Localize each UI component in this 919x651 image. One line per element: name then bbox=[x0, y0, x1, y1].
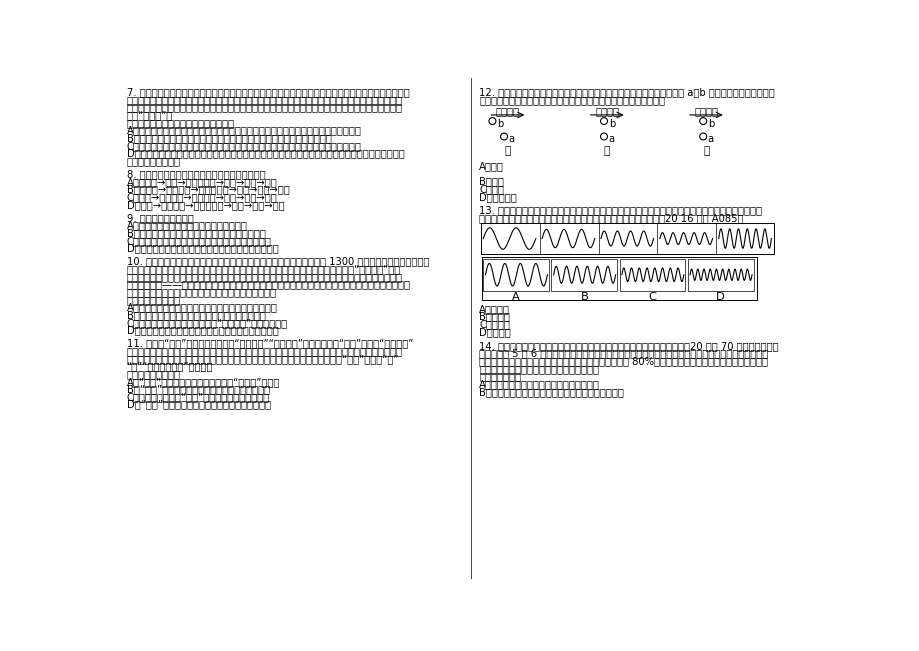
Text: B、图乙: B、图乙 bbox=[479, 176, 504, 186]
Text: A、唐卡可以给大家提供一种惬意轻松的了解西藏的方式: A、唐卡可以给大家提供一种惬意轻松的了解西藏的方式 bbox=[127, 303, 278, 312]
Text: B、如图示: B、如图示 bbox=[479, 312, 509, 322]
Text: a: a bbox=[707, 134, 713, 144]
Text: 看来，它在空中的相对位置如下图中的甲、乙、丙所示，则正确的是：: 看来，它在空中的相对位置如下图中的甲、乙、丙所示，则正确的是： bbox=[479, 95, 664, 105]
Text: 14. 美国研究人员分析了南极半岛和邻近的斯科舎海地区的实地数据后发现，20 世纪 70 年代以来，当地: 14. 美国研究人员分析了南极半岛和邻近的斯科舎海地区的实地数据后发现，20 世… bbox=[479, 340, 778, 351]
Text: 甲: 甲 bbox=[505, 146, 511, 156]
Text: C、红海→阿拉伯海→孟加拉湾→南海→东海→黄海: C、红海→阿拉伯海→孟加拉湾→南海→东海→黄海 bbox=[127, 192, 277, 202]
Text: A、如图示: A、如图示 bbox=[479, 304, 509, 314]
Text: C、图丙: C、图丙 bbox=[479, 184, 504, 194]
Text: C、如图示: C、如图示 bbox=[479, 319, 509, 329]
Text: 所释放的碳。与此同时，在森林环境中，树木生长相对较快，蔽发掉大量会形成云的水分，从而使气候冷: 所释放的碳。与此同时，在森林环境中，树木生长相对较快，蔽发掉大量会形成云的水分，… bbox=[127, 95, 403, 105]
Text: D、停电的夜晚发现煮气泄漏后，点燃蜡烛查找泄漏原因: D、停电的夜晚发现煮气泄漏后，点燃蜡烛查找泄漏原因 bbox=[127, 243, 278, 253]
Text: 气候“冷却器”。: 气候“冷却器”。 bbox=[127, 110, 173, 120]
Text: a: a bbox=[608, 134, 614, 144]
Text: 车行方向: 车行方向 bbox=[595, 105, 618, 116]
Text: 的阿德利企鹅和帽带企鹅的数量也急剧减少。: 的阿德利企鹅和帽带企鹅的数量也急剧减少。 bbox=[479, 364, 598, 374]
Text: 11. 传统的“穿越”，对象是空间，如“穿越边境”“穿越沙漠”；现在大多的“穿越”，则是“穿越时空”: 11. 传统的“穿越”，对象是空间，如“穿越边境”“穿越沙漠”；现在大多的“穿越… bbox=[127, 339, 413, 348]
Text: B、电路保险丝（片）燕断，用铜线代替以保护电器: B、电路保险丝（片）燕断，用铜线代替以保护电器 bbox=[127, 229, 266, 238]
Text: “乱”“令人莫名其妙”等意思。: “乱”“令人莫名其妙”等意思。 bbox=[127, 361, 213, 371]
Bar bbox=[482, 258, 549, 291]
Text: 该段内容主要说明：: 该段内容主要说明： bbox=[127, 369, 180, 379]
Text: 物会不断地往来于不同的时空。这种时空的乱容易造成受众的费解或误解，于是，“穿越”又有了“玄”: 物会不断地往来于不同的时空。这种时空的乱容易造成受众的费解或误解，于是，“穿越”… bbox=[127, 353, 399, 364]
Text: A: A bbox=[512, 292, 519, 303]
Text: A、图甲: A、图甲 bbox=[479, 161, 504, 171]
Text: b: b bbox=[496, 118, 503, 129]
Text: C: C bbox=[648, 292, 655, 303]
Text: C、在山区或干燥地区，森林会降低地球的表面反射率，让地球反射回太空的入射光减少: C、在山区或干燥地区，森林会降低地球的表面反射率，让地球反射回太空的入射光减少 bbox=[127, 141, 361, 151]
Bar bbox=[481, 257, 756, 300]
Bar bbox=[687, 258, 753, 291]
Text: b: b bbox=[608, 118, 614, 129]
Text: 以，要想了解西藏的历史，除了正襟危坐地阅读严谨但略显呶板的大部头史书外，你还可以选择一种惬意: 以，要想了解西藏的历史，除了正襟危坐地阅读严谨但略显呶板的大部头史书外，你还可以… bbox=[127, 272, 403, 282]
Text: 却。这就意味着森林具有降温作用，还吸收了更多的导致全球变暖的二氧化碳，所以说森林是显而易见的: 却。这就意味着森林具有降温作用，还吸收了更多的导致全球变暖的二氧化碳，所以说森林… bbox=[127, 103, 403, 113]
Text: B、气温上升造成了南极海洋哺乳动物捕食的竞争加剧: B、气温上升造成了南极海洋哺乳动物捕食的竞争加剧 bbox=[479, 387, 623, 396]
Text: A、油锅起火立即用水扑灭，并迅速息灭炉火: A、油锅起火立即用水扑灭，并迅速息灭炉火 bbox=[127, 221, 247, 230]
Text: 12. 一列火车在平直的轨道上做匀速直线运动，从车厢顶部某一点先后落下 a、b 两个小球，站在路旁的人: 12. 一列火车在平直的轨道上做匀速直线运动，从车厢顶部某一点先后落下 a、b … bbox=[479, 87, 774, 98]
Text: 车行方向: 车行方向 bbox=[694, 105, 718, 116]
Bar bbox=[618, 258, 685, 291]
Text: 文化瑬宝。它的题材除了宗教外，还有很多历史和民俗内容，因此又被称为了解西藏的“百科全书”。所: 文化瑬宝。它的题材除了宗教外，还有很多历史和民俗内容，因此又被称为了解西藏的“百… bbox=[127, 264, 401, 274]
Text: D、“穿越”作品中的人物可以自由地往来于各个时空: D、“穿越”作品中的人物可以自由地往来于各个时空 bbox=[127, 400, 270, 409]
Text: 乙: 乙 bbox=[603, 146, 609, 156]
Text: 7. 全球范围内的森林是一个巨大的碳汇，它们通过光合作用和林木生产所吸收的碳多于其通过呼吸和腐烂: 7. 全球范围内的森林是一个巨大的碳汇，它们通过光合作用和林木生产所吸收的碳多于… bbox=[127, 87, 409, 98]
Text: C、因时空的错乱，“穿越”作品容易给受众造成误读: C、因时空的错乱，“穿越”作品容易给受众造成误读 bbox=[127, 392, 269, 402]
Text: 个图，从中选出唯一的一项作为保持左边五个图规律性的第六个图：　20 16 江苏 A085】: 个图，从中选出唯一的一项作为保持左边五个图规律性的第六个图： 20 16 江苏 … bbox=[479, 213, 743, 223]
Text: B、高纬度的北方森林会产生菇塔，菇塔形成气溶胶后会阻挡阳光，形成云粒: B、高纬度的北方森林会产生菇塔，菇塔形成气溶胶后会阻挡阳光，形成云粒 bbox=[127, 133, 331, 143]
Text: D、唐卡是极富藏族文化特色且历史悠久的一种绘画形式: D、唐卡是极富藏族文化特色且历史悠久的一种绘画形式 bbox=[127, 326, 278, 335]
Text: 这段文字意在说明：: 这段文字意在说明： bbox=[127, 295, 180, 305]
Text: 以下哪项如果为真，没有质疑上述观点：: 以下哪项如果为真，没有质疑上述观点： bbox=[127, 118, 234, 128]
Text: 丙: 丙 bbox=[702, 146, 709, 156]
Text: A、“穿越”一词被赋予了新含义，有了“玄、乱”等意思: A、“穿越”一词被赋予了新含义，有了“玄、乱”等意思 bbox=[127, 377, 279, 387]
Text: C、唐卡是了解西藏文化和历史的“百科全书”式的绘画形式: C、唐卡是了解西藏文化和历史的“百科全书”式的绘画形式 bbox=[127, 318, 288, 327]
Text: 形成强大的升温作用: 形成强大的升温作用 bbox=[127, 156, 180, 166]
Text: D、红海→孟加拉湾→马六甲海峡→南海→黄海→东海: D、红海→孟加拉湾→马六甲海峡→南海→黄海→东海 bbox=[127, 200, 284, 210]
Text: A、近十几年，一些地区不断增加林木植被，扩大森林覆盖率，但当地气候变暖并未改善: A、近十几年，一些地区不断增加林木植被，扩大森林覆盖率，但当地气候变暖并未改善 bbox=[127, 126, 361, 135]
Text: 8. 一艾油轮自科威特港驶往大连，其最短航线为：: 8. 一艾油轮自科威特港驶往大连，其最短航线为： bbox=[127, 169, 265, 179]
Text: A、气温上升对南极地域生态环境的破坏极大: A、气温上升对南极地域生态环境的破坏极大 bbox=[479, 379, 599, 389]
Text: A、波斯湾→红海→马六甲海峡→南海→黄海→东海: A、波斯湾→红海→马六甲海峡→南海→黄海→东海 bbox=[127, 177, 277, 187]
Text: 由此可以推论：: 由此可以推论： bbox=[479, 371, 521, 381]
Text: 车行方向: 车行方向 bbox=[495, 105, 519, 116]
Text: 和愉悦的方式——欣赏唐卡，与众多的古人对话，想象曾经的历史事件，体味藏人丰富的精神世界，了解: 和愉悦的方式——欣赏唐卡，与众多的古人对话，想象曾经的历史事件，体味藏人丰富的精… bbox=[127, 279, 410, 290]
Text: 10. 唐卡是极富藏族文化特色的一种绘画形式，自吐蕃王朝兴起至今已有 1300 多年的历史，是雪域高原的: 10. 唐卡是极富藏族文化特色的一种绘画形式，自吐蕃王朝兴起至今已有 1300 … bbox=[127, 256, 428, 266]
Text: 气温上升了 5 至 6 摄氏度，并且来自其他海域的哺乳动物增多导致极地哺乳动物捕食竞争加剧。因此，在: 气温上升了 5 至 6 摄氏度，并且来自其他海域的哺乳动物增多导致极地哺乳动物捕… bbox=[479, 348, 767, 359]
Text: 上述地区作为哺乳动物主要食物来源的磷虾的密度降低了 80%。而同一时期，生活在该地区以磷虾为主食: 上述地区作为哺乳动物主要食物来源的磷虾的密度降低了 80%。而同一时期，生活在该… bbox=[479, 356, 767, 366]
Text: a: a bbox=[508, 134, 515, 144]
Text: D、如图示: D、如图示 bbox=[479, 327, 510, 337]
Text: 13. 在题干中给出一套图形，其中有五个图，这五个图呼现一定的规律性。在给出的另一套图形中，有四: 13. 在题干中给出一套图形，其中有五个图，这五个图呼现一定的规律性。在给出的另… bbox=[479, 206, 762, 215]
Text: b: b bbox=[707, 118, 713, 129]
Text: B、唐卡中记录了独特的藏族民俗和曾经的历史事件: B、唐卡中记录了独特的藏族民俗和曾经的历史事件 bbox=[127, 310, 266, 320]
Text: B、波斯湾→阿拉伯海→马六甲海峡→南海→东海→黄海: B、波斯湾→阿拉伯海→马六甲海峡→南海→东海→黄海 bbox=[127, 185, 289, 195]
Text: 独特的藏地民俗，这是一个让历史变得立体可感的过程。: 独特的藏地民俗，这是一个让历史变得立体可感的过程。 bbox=[127, 287, 277, 297]
Text: B: B bbox=[580, 292, 587, 303]
Bar bbox=[550, 258, 617, 291]
Text: D、无法判断: D、无法判断 bbox=[479, 192, 516, 202]
Text: 9. 下列说法正确的是：: 9. 下列说法正确的是： bbox=[127, 213, 193, 223]
Text: D、树木释放的有机化合物中，包含一种名为异戊二烯的化合物，它能够与空气中的氮氧化物发生反应，: D、树木释放的有机化合物中，包含一种名为异戊二烯的化合物，它能够与空气中的氮氧化… bbox=[127, 148, 404, 159]
Text: C、身上着火，就地打滚，或用厚重衣物覆盖压灭火苗: C、身上着火，就地打滚，或用厚重衣物覆盖压灭火苗 bbox=[127, 236, 271, 246]
Text: 的简称，是文艺作品中一种展开情节的流行手段。穿越电影、穿越电视剧、穿越小说等共同的特点，是人: 的简称，是文艺作品中一种展开情节的流行手段。穿越电影、穿越电视剧、穿越小说等共同… bbox=[127, 346, 403, 356]
Text: B、“穿越”成为文艺创作中一种展开情节的流行说法: B、“穿越”成为文艺创作中一种展开情节的流行说法 bbox=[127, 384, 269, 395]
Bar bbox=[481, 223, 773, 254]
Text: D: D bbox=[716, 292, 724, 303]
